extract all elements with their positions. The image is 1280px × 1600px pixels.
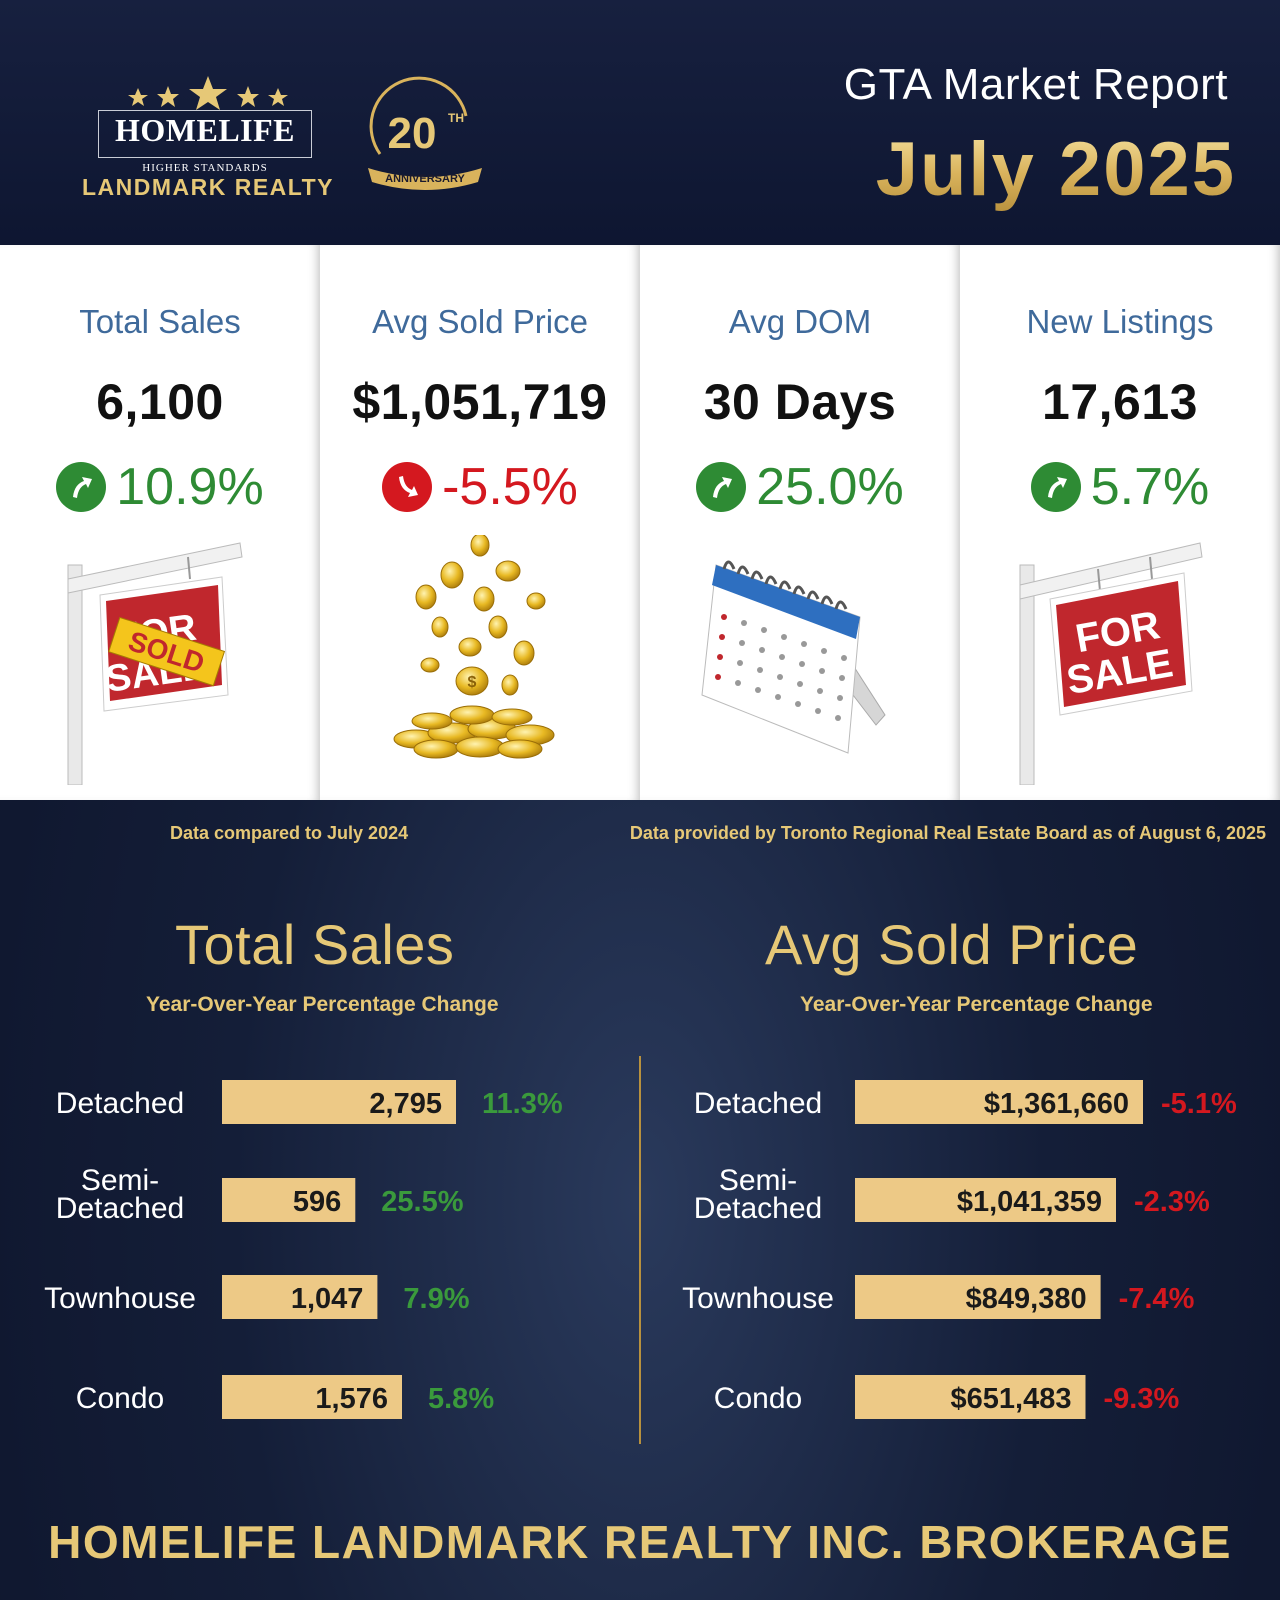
category-label: Condo [76,1382,164,1415]
value-label: 596 [293,1186,341,1218]
anniversary-suffix: TH [448,111,464,125]
yoy-change-label: -2.3% [1134,1186,1210,1218]
anniversary-number: 20 [388,109,437,158]
card-label: Avg DOM [728,303,872,340]
bar [222,1178,356,1222]
source-note: Data provided by Toronto Regional Real E… [629,823,1266,843]
header: HOMELIFE HIGHER STANDARDS LANDMARK REALT… [0,0,1280,245]
total-sales-bar-chart: Detached 2,795 11.3% Semi-Detached 596 25.5% T… [44,1080,563,1419]
sold-sign-icon: FOR SALE SOLD [67,542,243,785]
card-label: New Listings [1026,303,1214,340]
bar [855,1275,1101,1319]
yoy-change-label: -7.4% [1119,1283,1195,1315]
yoy-change-label: -9.3% [1104,1383,1180,1415]
category-label: Townhouse [682,1282,834,1315]
card-label: Avg Sold Price [372,303,588,340]
card-value: 6,100 [96,374,224,430]
card-change: 5.7% [960,457,1280,517]
card-change-value: -5.5% [442,458,578,516]
calendar-icon [701,560,886,754]
logo-wordmark-box: HOMELIFE [98,110,312,158]
card-change: -5.5% [320,457,640,517]
card-value: 30 Days [703,374,897,430]
value-label: 1,576 [315,1383,388,1415]
card-change-value: 25.0% [756,458,904,516]
category-label: Semi-Detached [56,1164,184,1225]
logo-name: HOMELIFE [114,112,295,148]
chart-subtitle-avg-sold-price: Year-Over-Year Percentage Change [800,993,1153,1016]
category-label: Detached [56,1087,184,1120]
card-change: 25.0% [640,457,960,517]
arrow-down-icon [382,462,433,512]
value-label: $651,483 [951,1383,1072,1415]
card-value: 17,613 [1042,374,1198,430]
arrow-up-icon [1030,462,1081,512]
value-label: 2,795 [369,1088,442,1120]
category-label: Detached [694,1087,822,1120]
arrow-up-icon [56,462,107,512]
bar [222,1275,378,1319]
arrow-up-icon [696,462,747,512]
value-label: $1,361,660 [984,1088,1129,1120]
card-avg-dom: Avg DOM 30 Days 25.0% [640,245,960,800]
stat-cards: Total Sales 6,100 10.9% FOR SALE SOLD [0,245,1280,800]
svg-text:$: $ [468,674,477,691]
chart-subtitle-total-sales: Year-Over-Year Percentage Change [146,993,499,1016]
brokerage-footer: HOMELIFE LANDMARK REALTY INC. BROKERAGE [48,1516,1232,1568]
logo-company: LANDMARK REALTY [81,174,335,200]
category-label: Condo [714,1382,802,1415]
yoy-change-label: -5.1% [1161,1088,1237,1120]
anniversary-label: ANNIVERSARY [385,173,465,185]
bar [222,1375,402,1419]
card-total-sales: Total Sales 6,100 10.9% FOR SALE SOLD [0,245,320,800]
yoy-change-label: 11.3% [482,1088,563,1120]
chart-title-total-sales: Total Sales [175,913,455,976]
card-avg-sold-price: Avg Sold Price $1,051,719 -5.5% [320,245,640,800]
bar [222,1080,456,1124]
yoy-change-label: 25.5% [381,1186,463,1218]
anniversary-badge-icon: 20 TH ANNIVERSARY [368,76,482,190]
for-sale-sign-icon: FOR SALE [1019,542,1203,785]
card-change-value: 10.9% [116,458,264,516]
gold-coins-icon: $ [393,535,555,759]
value-label: $849,380 [966,1283,1087,1315]
section-divider [639,1056,641,1444]
yoy-change-label: 7.9% [403,1283,469,1315]
category-label: Townhouse [44,1282,196,1315]
card-value: $1,051,719 [352,374,608,430]
value-label: $1,041,359 [957,1186,1102,1218]
bar [855,1375,1086,1419]
homelife-logo: HOMELIFE HIGHER STANDARDS LANDMARK REALT… [68,74,348,204]
value-label: 1,047 [291,1283,364,1315]
avg-sold-price-bar-chart: Detached $1,361,660 -5.1% Semi-Detached $1,0… [682,1080,1237,1419]
bar [855,1080,1143,1124]
category-label: Semi-Detached [694,1164,822,1225]
comparison-note: Data compared to July 2024 [170,823,409,843]
card-new-listings: New Listings 17,613 5.7% FOR SALE [960,245,1280,800]
card-change-value: 5.7% [1090,458,1210,516]
report-title: GTA Market Report [843,60,1228,109]
report-month: July 2025 [875,127,1236,212]
chart-title-avg-sold-price: Avg Sold Price [765,913,1139,976]
card-change: 10.9% [0,457,320,517]
yoy-change-label: 5.8% [428,1383,494,1415]
card-label: Total Sales [79,303,241,340]
five-stars-icon [128,76,288,110]
logo-tagline: HIGHER STANDARDS [142,162,268,174]
bar [855,1178,1116,1222]
